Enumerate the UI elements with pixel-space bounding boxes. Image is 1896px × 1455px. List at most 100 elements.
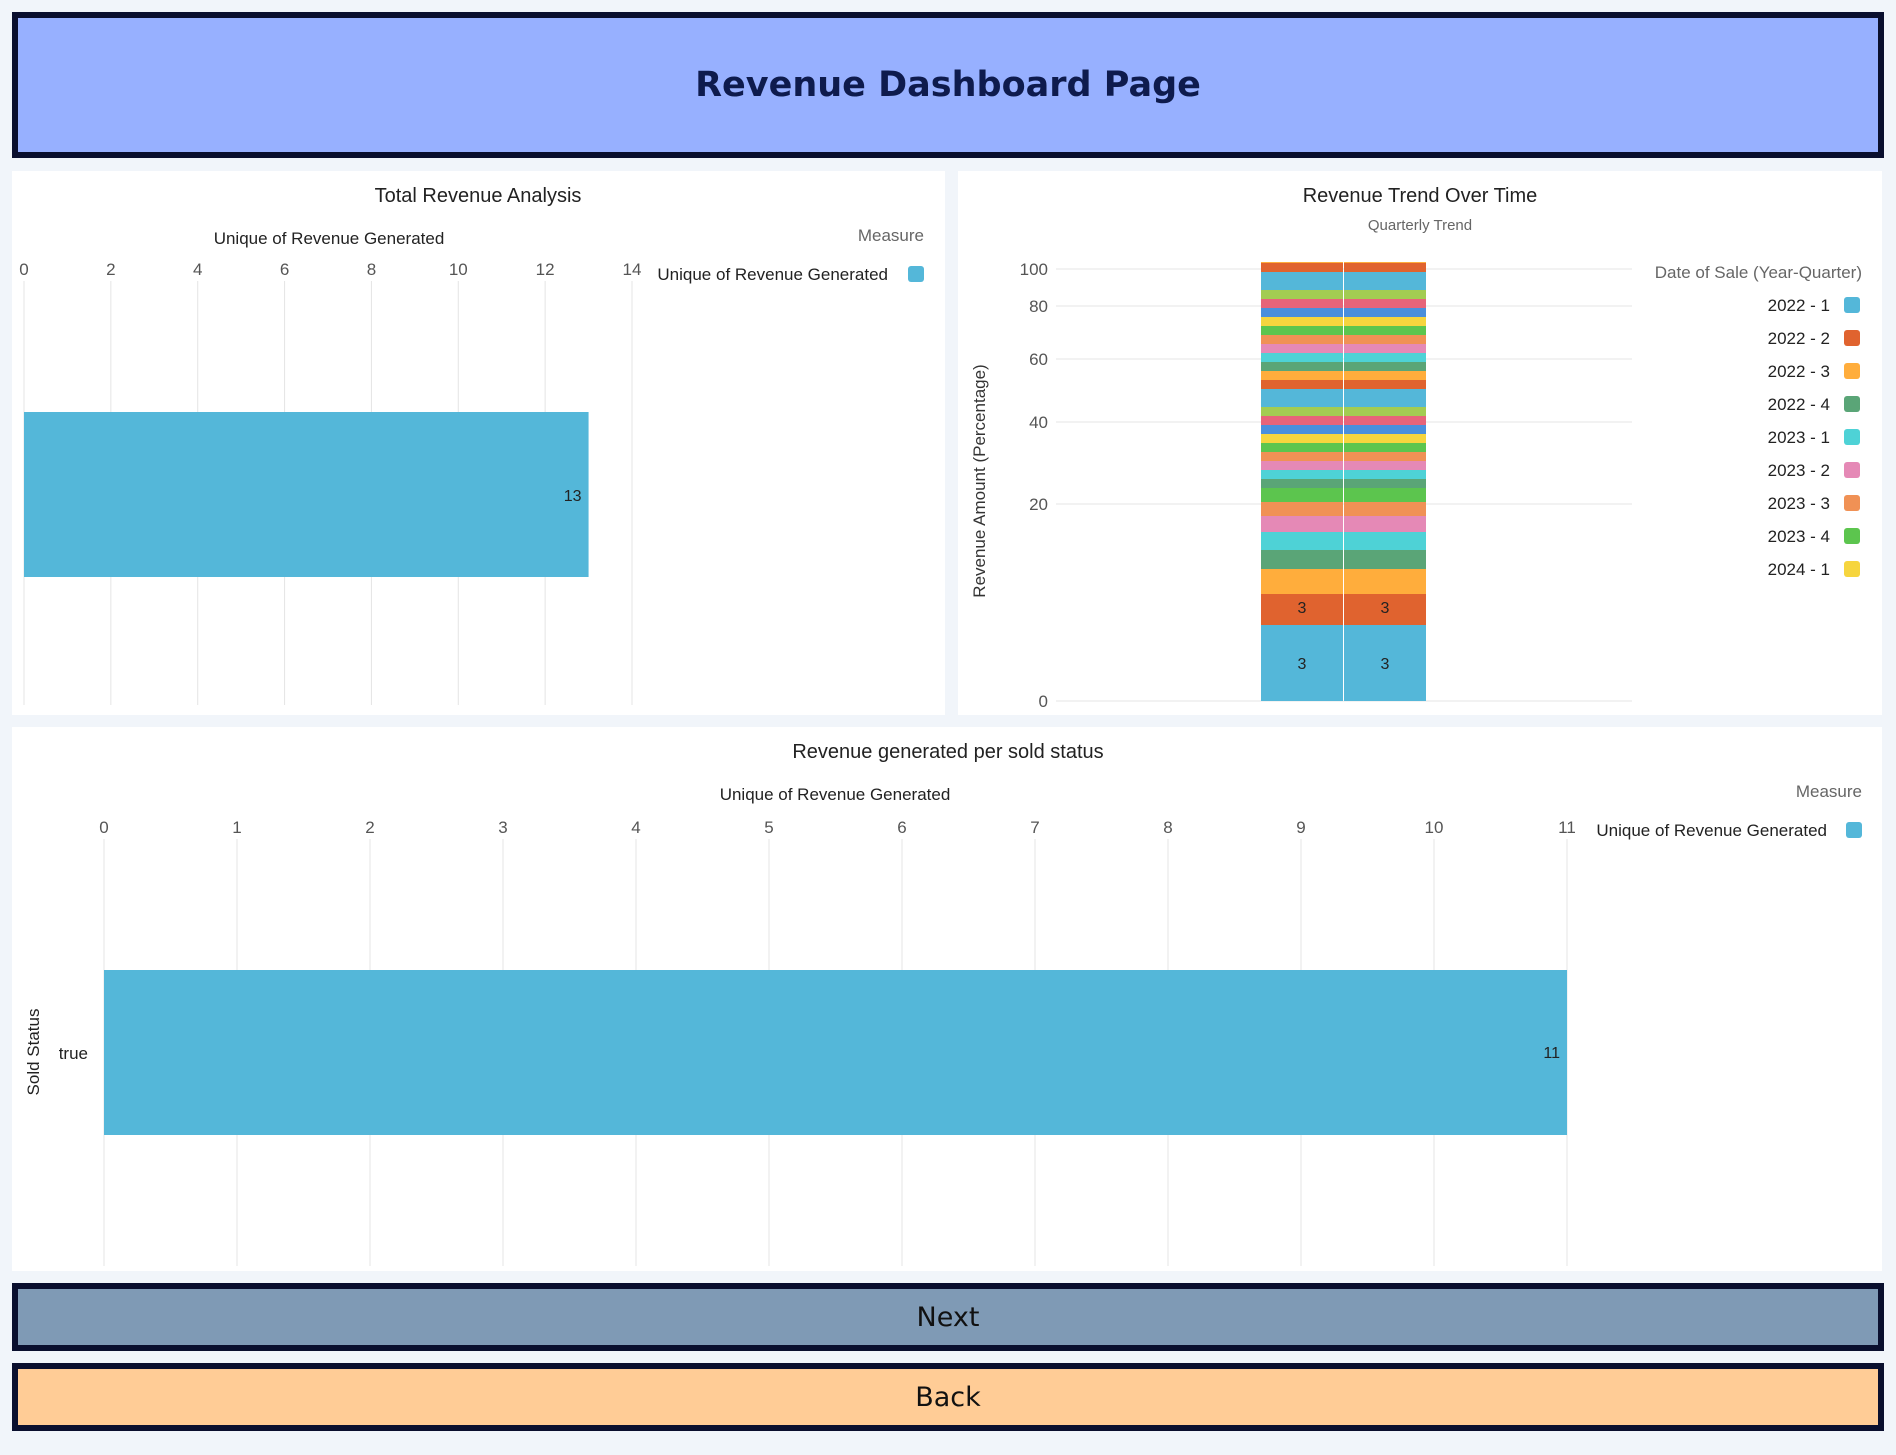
stack-segment [1344, 452, 1426, 461]
stack-segment [1344, 371, 1426, 380]
page-header: Revenue Dashboard Page [12, 12, 1884, 158]
legend-entry-label: 2023 - 3 [1768, 494, 1830, 513]
y-tick-label: 40 [1029, 413, 1048, 432]
y-axis-title: Revenue Amount (Percentage) [970, 364, 989, 597]
stack-segment [1261, 326, 1343, 335]
stack-segment [1344, 299, 1426, 308]
legend-swatch [1844, 363, 1860, 379]
sold-status-chart: Revenue generated per sold status Unique… [24, 741, 1862, 1266]
legend-entry-label: 2024 - 3 [1768, 626, 1830, 645]
x-tick-label: 11 [1558, 818, 1576, 837]
page-title: Revenue Dashboard Page [695, 65, 1201, 105]
stack-segment [1261, 461, 1343, 470]
legend-entry-label: 2022 - 4 [1768, 395, 1830, 414]
stack-segment [1261, 263, 1343, 272]
legend-title: Measure [1796, 782, 1862, 801]
legend-entry-label: 2023 - 1 [1768, 428, 1830, 447]
legend-entry-label: 2022 - 2 [1768, 329, 1830, 348]
stack-segment [1344, 263, 1426, 272]
chart-title: Total Revenue Analysis [375, 185, 582, 207]
legend-swatch [1844, 396, 1860, 412]
bar [24, 412, 589, 577]
stack-segment [1344, 272, 1426, 281]
legend-swatch [1844, 495, 1860, 511]
legend-entry-label: 2024 - 4 [1768, 659, 1830, 678]
x-tick-label: 8 [367, 260, 376, 279]
stack-segment [1261, 362, 1343, 371]
x-tick-label: 2 [106, 260, 115, 279]
stack-segment [1344, 416, 1426, 425]
stack-segment [1344, 362, 1426, 371]
stack-segment [1344, 502, 1426, 516]
stack-segment [1344, 353, 1426, 362]
stack-segment [1344, 425, 1426, 434]
stack-segment [1261, 502, 1343, 516]
legend: 2022 - 1 2022 - 2 2022 - 3 2022 - 4 2023 - 1… [1768, 296, 1860, 709]
stack-segment [1261, 452, 1343, 461]
legend-entry-label: 2023 - 2 [1768, 461, 1830, 480]
total-revenue-chart: Total Revenue Analysis Unique of Revenue… [19, 185, 924, 705]
legend-entry-label: 2024 - 2 [1768, 593, 1830, 612]
stack-segment [1344, 344, 1426, 353]
stack-segment [1344, 262, 1426, 263]
stack-segment [1261, 308, 1343, 317]
stack-segment [1261, 425, 1343, 434]
stack-segment [1344, 308, 1426, 317]
x-axis-title: Unique of Revenue Generated [214, 229, 445, 248]
legend-entry-label: 2022 - 1 [1768, 296, 1830, 315]
legend-swatch [1844, 561, 1860, 577]
x-tick-label: 0 [99, 818, 108, 837]
legend-title: Date of Sale (Year-Quarter) [1655, 263, 1862, 282]
data-label: 13 [564, 488, 582, 505]
x-tick-label: 14 [623, 260, 642, 279]
x-tick-label: 0 [19, 260, 28, 279]
chart-title: Revenue Trend Over Time [1303, 185, 1538, 207]
stack-segment [1344, 290, 1426, 299]
stack-segment [1344, 461, 1426, 470]
back-button[interactable]: Back [12, 1363, 1884, 1431]
x-tick-label: 5 [764, 818, 773, 837]
y-axis-title: Sold Status [24, 1009, 43, 1096]
stack-segment [1261, 398, 1343, 407]
legend-swatch [1844, 528, 1860, 544]
stack-segment [1261, 389, 1343, 398]
legend-swatch [1844, 693, 1860, 709]
stack-segment [1344, 434, 1426, 443]
x-tick-label: 3 [498, 818, 507, 837]
stack-segment [1344, 594, 1426, 625]
next-button[interactable]: Next [12, 1283, 1884, 1351]
legend-entry-label: 2023 - 4 [1768, 527, 1830, 546]
stack-segment [1261, 594, 1343, 625]
legend-swatch [1844, 297, 1860, 313]
x-tick-label: 4 [193, 260, 202, 279]
legend-entry-label: 2024 - 1 [1768, 560, 1830, 579]
data-label: 11 [1543, 1045, 1560, 1062]
stack-segment [1344, 516, 1426, 532]
stack-segment [1261, 625, 1343, 701]
legend-swatch [1844, 627, 1860, 643]
stack-segment [1344, 326, 1426, 335]
stack-segment [1344, 569, 1426, 594]
x-tick-label: 1 [232, 818, 241, 837]
stack-segment [1344, 470, 1426, 479]
stack-segment [1261, 470, 1343, 479]
stack-segment [1344, 479, 1426, 488]
x-tick-label: 4 [631, 818, 640, 837]
data-label: 3 [1381, 656, 1390, 673]
stack-segment [1261, 335, 1343, 344]
total-revenue-chart-panel: Total Revenue Analysis Unique of Revenue… [12, 171, 945, 715]
legend-title: Measure [858, 226, 924, 245]
stack-segment [1344, 389, 1426, 398]
x-tick-label: 6 [280, 260, 289, 279]
legend-swatch [1844, 594, 1860, 610]
stack-segment [1344, 532, 1426, 550]
stack-segment [1261, 569, 1343, 594]
x-tick-label: 7 [1030, 818, 1039, 837]
data-label: 3 [1381, 600, 1390, 617]
x-tick-label: 9 [1296, 818, 1305, 837]
stack-segment [1261, 416, 1343, 425]
stack-segment [1261, 281, 1343, 290]
stack-segment [1344, 335, 1426, 344]
x-axis-title: Unique of Revenue Generated [720, 785, 951, 804]
x-tick-label: 12 [536, 260, 555, 279]
